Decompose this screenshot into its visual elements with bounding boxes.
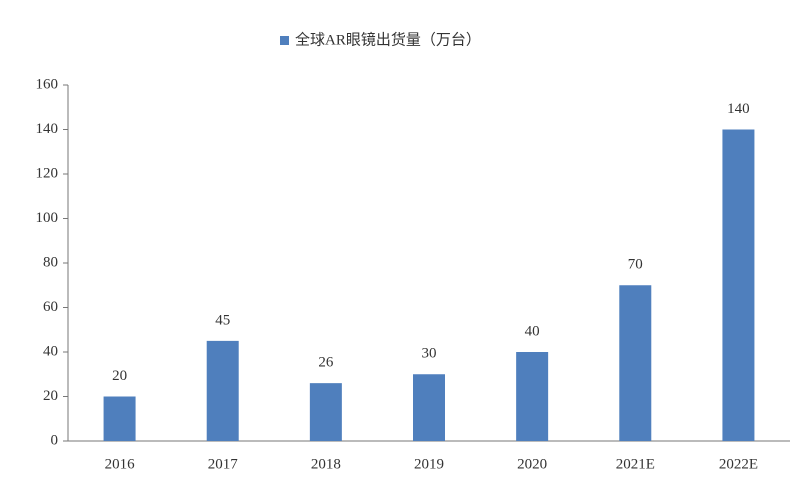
y-tick-label: 100 [36, 210, 59, 226]
bar [413, 374, 445, 441]
bar [206, 340, 239, 441]
y-tick-label: 60 [43, 299, 58, 315]
data-label: 26 [318, 355, 334, 371]
data-label: 45 [215, 312, 230, 328]
data-label: 40 [525, 323, 540, 339]
bar [722, 129, 755, 441]
y-tick-label: 80 [43, 254, 58, 270]
bar [103, 396, 136, 441]
x-tick-label: 2022E [719, 456, 758, 472]
data-label: 20 [112, 368, 127, 384]
bar [309, 383, 342, 441]
bar [619, 285, 652, 441]
x-tick-label: 2021E [616, 456, 655, 472]
x-tick-label: 2019 [414, 456, 444, 472]
legend-label: 全球AR眼镜出货量（万台） [295, 30, 481, 48]
x-tick-label: 2020 [517, 456, 547, 472]
data-label: 30 [422, 346, 437, 362]
y-tick-label: 160 [36, 76, 59, 92]
data-label: 70 [628, 257, 643, 273]
y-tick-label: 0 [51, 432, 59, 448]
y-tick-label: 140 [36, 121, 59, 137]
x-tick-label: 2016 [105, 456, 136, 472]
data-label: 140 [727, 101, 750, 117]
bar [516, 352, 549, 441]
y-tick-label: 40 [43, 343, 58, 359]
y-tick-label: 20 [43, 388, 58, 404]
legend-swatch [280, 36, 289, 45]
x-tick-label: 2018 [311, 456, 341, 472]
x-tick-label: 2017 [208, 456, 239, 472]
y-tick-label: 120 [36, 165, 59, 181]
